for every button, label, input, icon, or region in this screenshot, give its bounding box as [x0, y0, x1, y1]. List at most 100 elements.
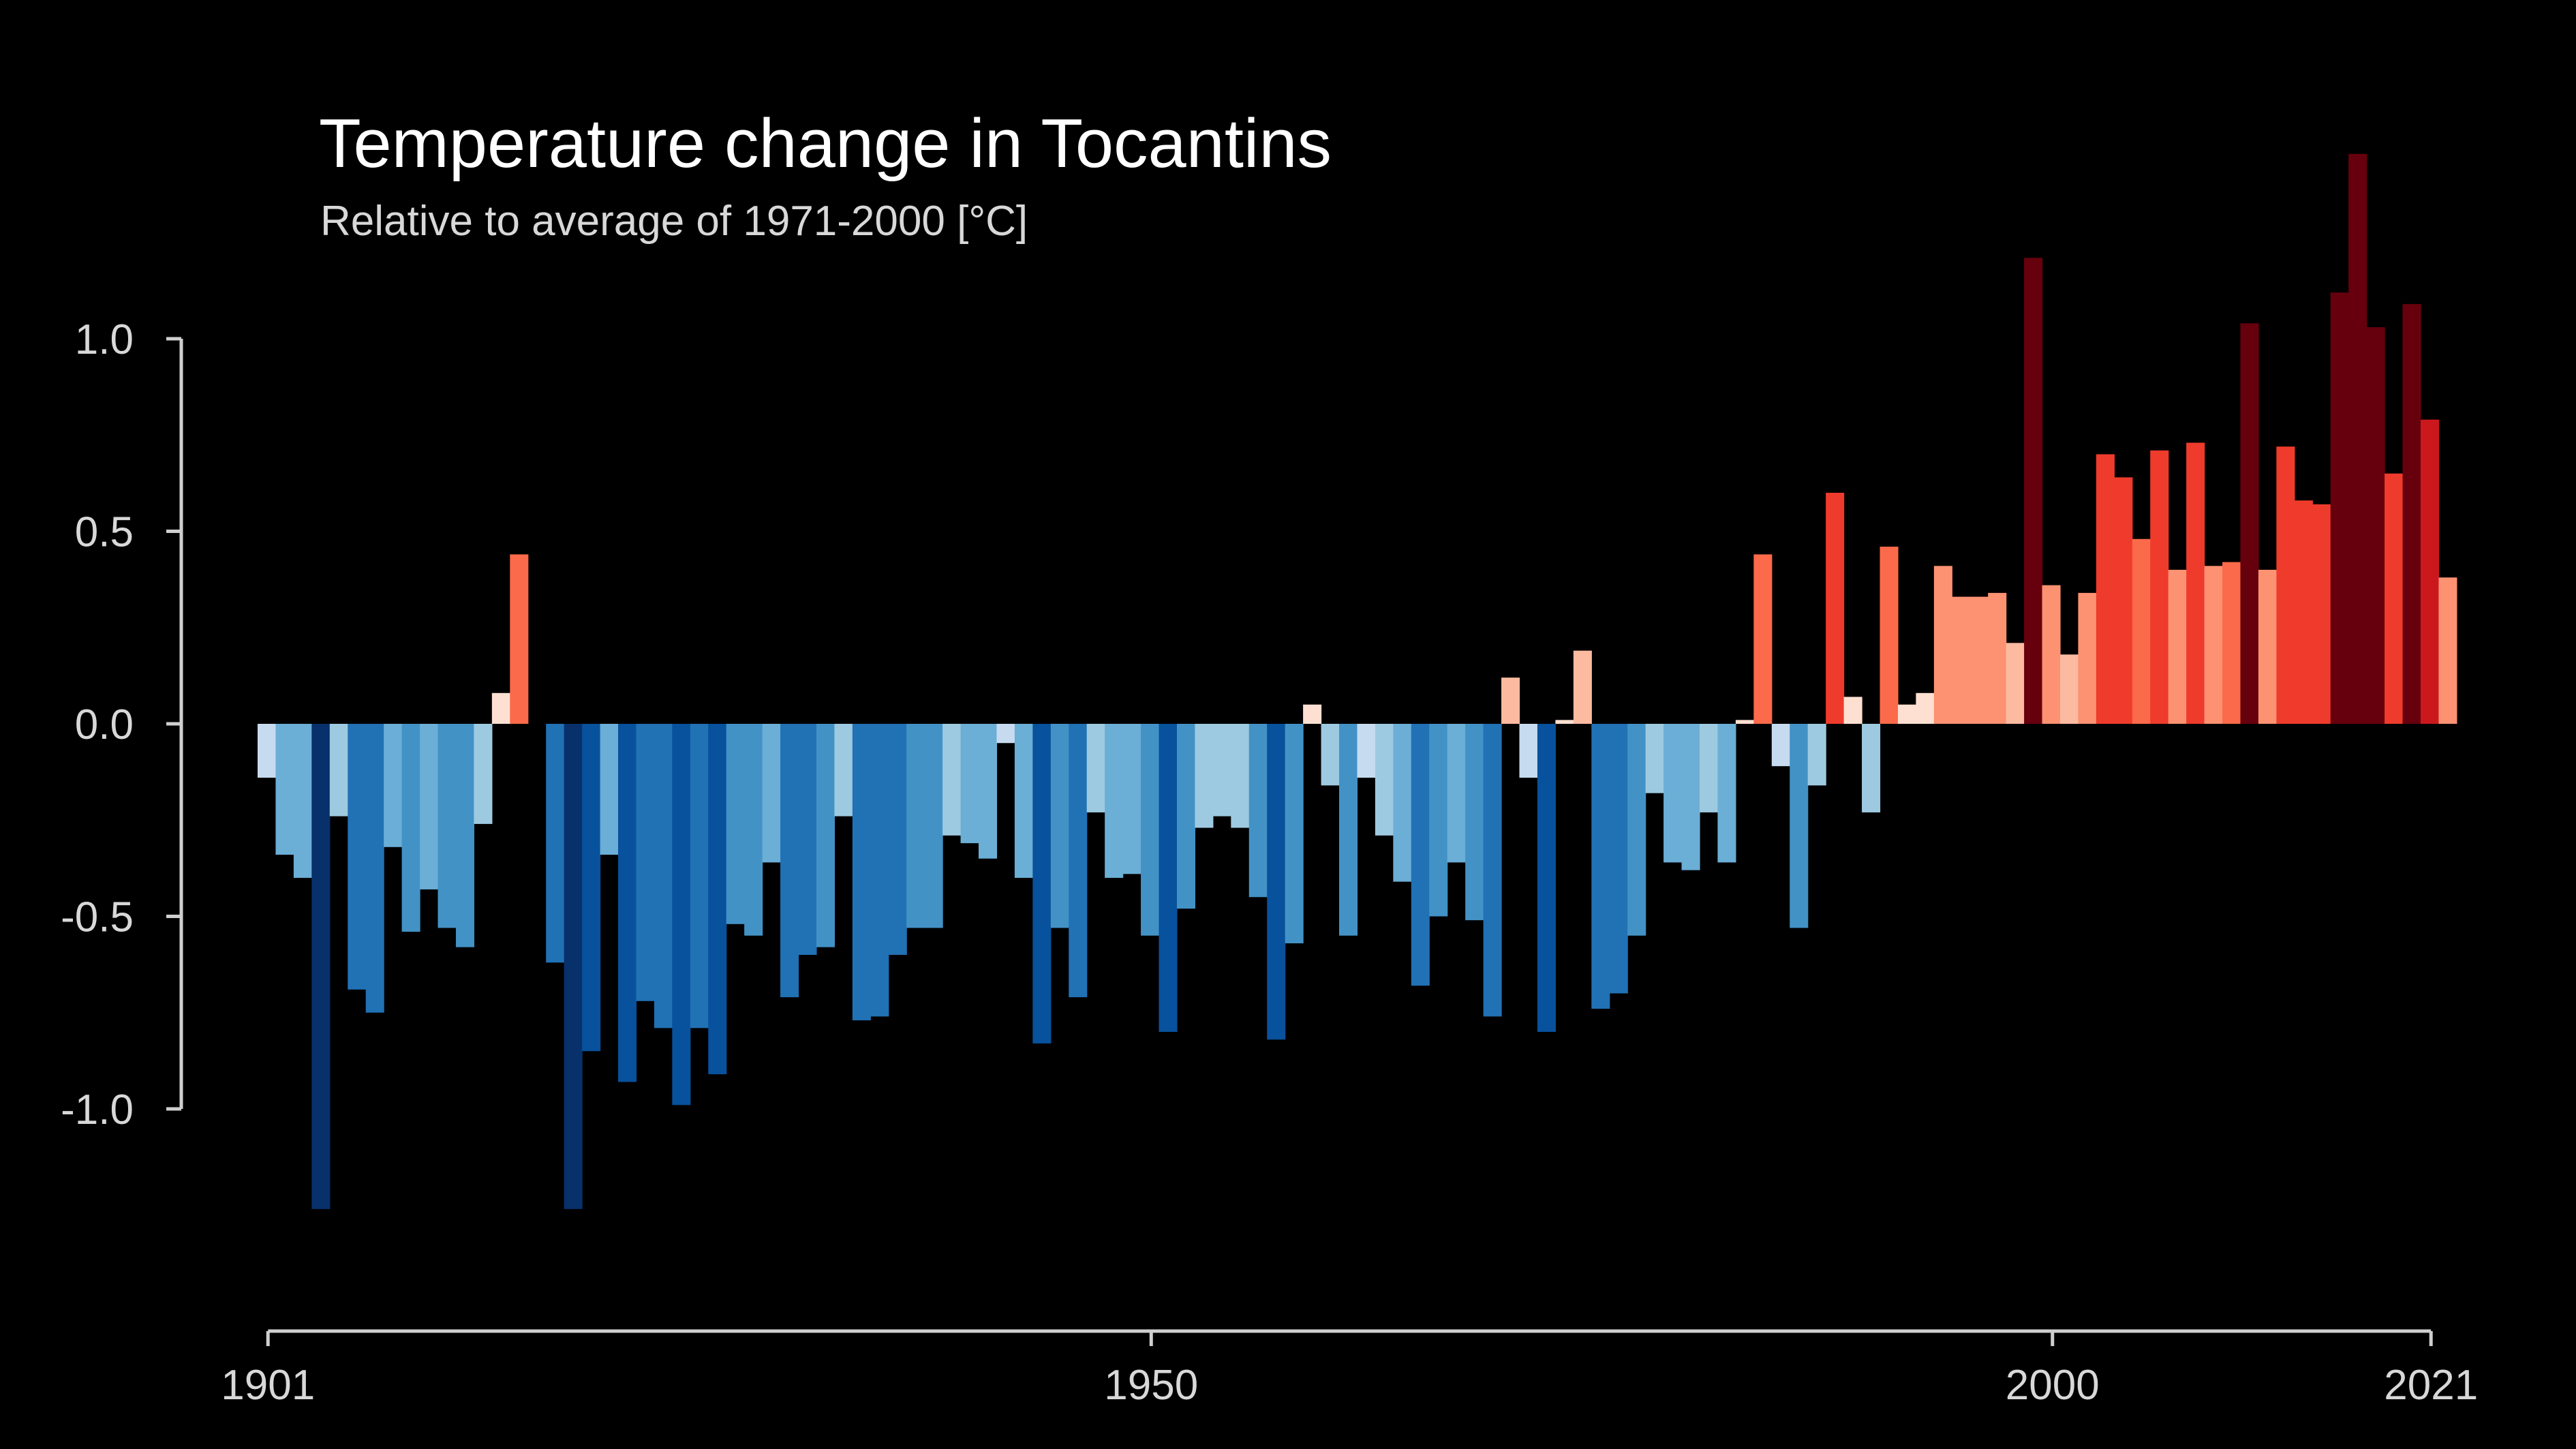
bar-1925: [690, 724, 709, 1028]
bar-1959: [1303, 704, 1322, 724]
bar-1904: [311, 724, 331, 1209]
bar-1994: [1933, 566, 1952, 724]
bars-group: [258, 153, 2457, 1209]
bar-1926: [708, 724, 727, 1075]
bar-1938: [924, 724, 943, 928]
bar-1964: [1393, 724, 1412, 882]
bar-1999: [2024, 258, 2043, 724]
bar-1921: [618, 724, 637, 1082]
x-tick-label: 1901: [221, 1362, 315, 1409]
bar-1968: [1465, 724, 1484, 921]
bar-1982: [1717, 724, 1736, 863]
chart-title: Temperature change in Tocantins: [319, 106, 1332, 182]
bar-1998: [2006, 643, 2025, 724]
bar-1971: [1519, 724, 1538, 778]
bar-1992: [1897, 704, 1916, 724]
bar-1955: [1231, 724, 1250, 828]
bar-1933: [834, 724, 853, 817]
bar-1917: [546, 724, 565, 963]
bar-1941: [979, 724, 998, 859]
bar-1942: [996, 724, 1015, 744]
bar-1987: [1807, 724, 1826, 786]
bar-1928: [744, 724, 763, 936]
bar-2000: [2042, 585, 2061, 724]
bar-1974: [1573, 650, 1592, 724]
bar-1915: [510, 554, 529, 724]
bar-1940: [960, 724, 979, 844]
bar-2017: [2348, 153, 2367, 724]
bar-1946: [1069, 724, 1088, 998]
bar-2020: [2402, 304, 2421, 724]
bar-1943: [1014, 724, 1033, 878]
bar-1909: [401, 724, 420, 932]
bar-1970: [1501, 677, 1520, 724]
bar-1947: [1086, 724, 1105, 812]
bar-1967: [1447, 724, 1466, 863]
bar-1932: [816, 724, 835, 947]
bar-1965: [1411, 724, 1430, 986]
bar-2016: [2330, 292, 2349, 724]
bar-1923: [654, 724, 673, 1028]
bar-2014: [2294, 500, 2313, 724]
bar-1905: [329, 724, 348, 817]
bar-1997: [1988, 592, 2007, 724]
bar-1918: [564, 724, 583, 1209]
bar-1980: [1681, 724, 1700, 870]
bar-2007: [2168, 570, 2187, 724]
bar-1913: [474, 724, 493, 824]
bar-2012: [2258, 570, 2277, 724]
bar-1952: [1176, 724, 1195, 909]
bar-1902: [275, 724, 294, 855]
bar-1985: [1771, 724, 1790, 767]
bar-1984: [1753, 554, 1773, 724]
x-axis: 1901 1950 2000 2021: [221, 1329, 2478, 1409]
bar-2018: [2366, 327, 2385, 724]
bar-1924: [672, 724, 691, 1105]
bar-1995: [1952, 596, 1971, 724]
x-tick-label: 2021: [2384, 1362, 2478, 1409]
bar-1983: [1735, 720, 1754, 724]
bar-1988: [1826, 493, 1845, 724]
bar-1949: [1122, 724, 1141, 874]
bar-1910: [420, 724, 439, 889]
bar-1996: [1969, 596, 1989, 724]
bar-2009: [2204, 566, 2223, 724]
y-tick-label: 0.0: [75, 701, 134, 748]
bar-1993: [1916, 692, 1935, 724]
bar-1914: [491, 692, 510, 724]
y-tick-label: 0.5: [75, 509, 134, 556]
bar-1957: [1267, 724, 1286, 1040]
chart-subtitle: Relative to average of 1971-2000 [°C]: [320, 198, 1028, 245]
bar-1950: [1141, 724, 1160, 936]
bar-1958: [1285, 724, 1304, 944]
bar-1966: [1429, 724, 1448, 917]
y-tick-label: -0.5: [61, 894, 134, 941]
bar-1901: [258, 724, 277, 778]
bar-1969: [1483, 724, 1502, 1017]
bar-1937: [906, 724, 925, 928]
bar-1906: [348, 724, 367, 990]
bar-1979: [1663, 724, 1683, 863]
bar-1948: [1105, 724, 1124, 878]
bar-1975: [1591, 724, 1610, 1009]
bar-1936: [888, 724, 907, 955]
bar-1922: [636, 724, 655, 1001]
bar-1972: [1537, 724, 1556, 1032]
bar-2004: [2114, 477, 2133, 724]
bar-2022: [2438, 577, 2457, 724]
bar-1951: [1159, 724, 1178, 1032]
bar-2001: [2060, 654, 2079, 724]
y-tick-label: -1.0: [61, 1086, 134, 1133]
bar-2019: [2385, 473, 2404, 724]
x-tick-label: 2000: [2006, 1362, 2100, 1409]
bar-1986: [1790, 724, 1809, 928]
bar-1934: [852, 724, 871, 1021]
bar-1990: [1862, 724, 1881, 812]
bar-1954: [1212, 724, 1231, 817]
bar-1978: [1645, 724, 1664, 793]
bar-1908: [384, 724, 403, 847]
bar-1973: [1555, 720, 1574, 724]
bar-1981: [1700, 724, 1719, 812]
bar-1903: [293, 724, 312, 878]
bar-2010: [2222, 562, 2241, 724]
